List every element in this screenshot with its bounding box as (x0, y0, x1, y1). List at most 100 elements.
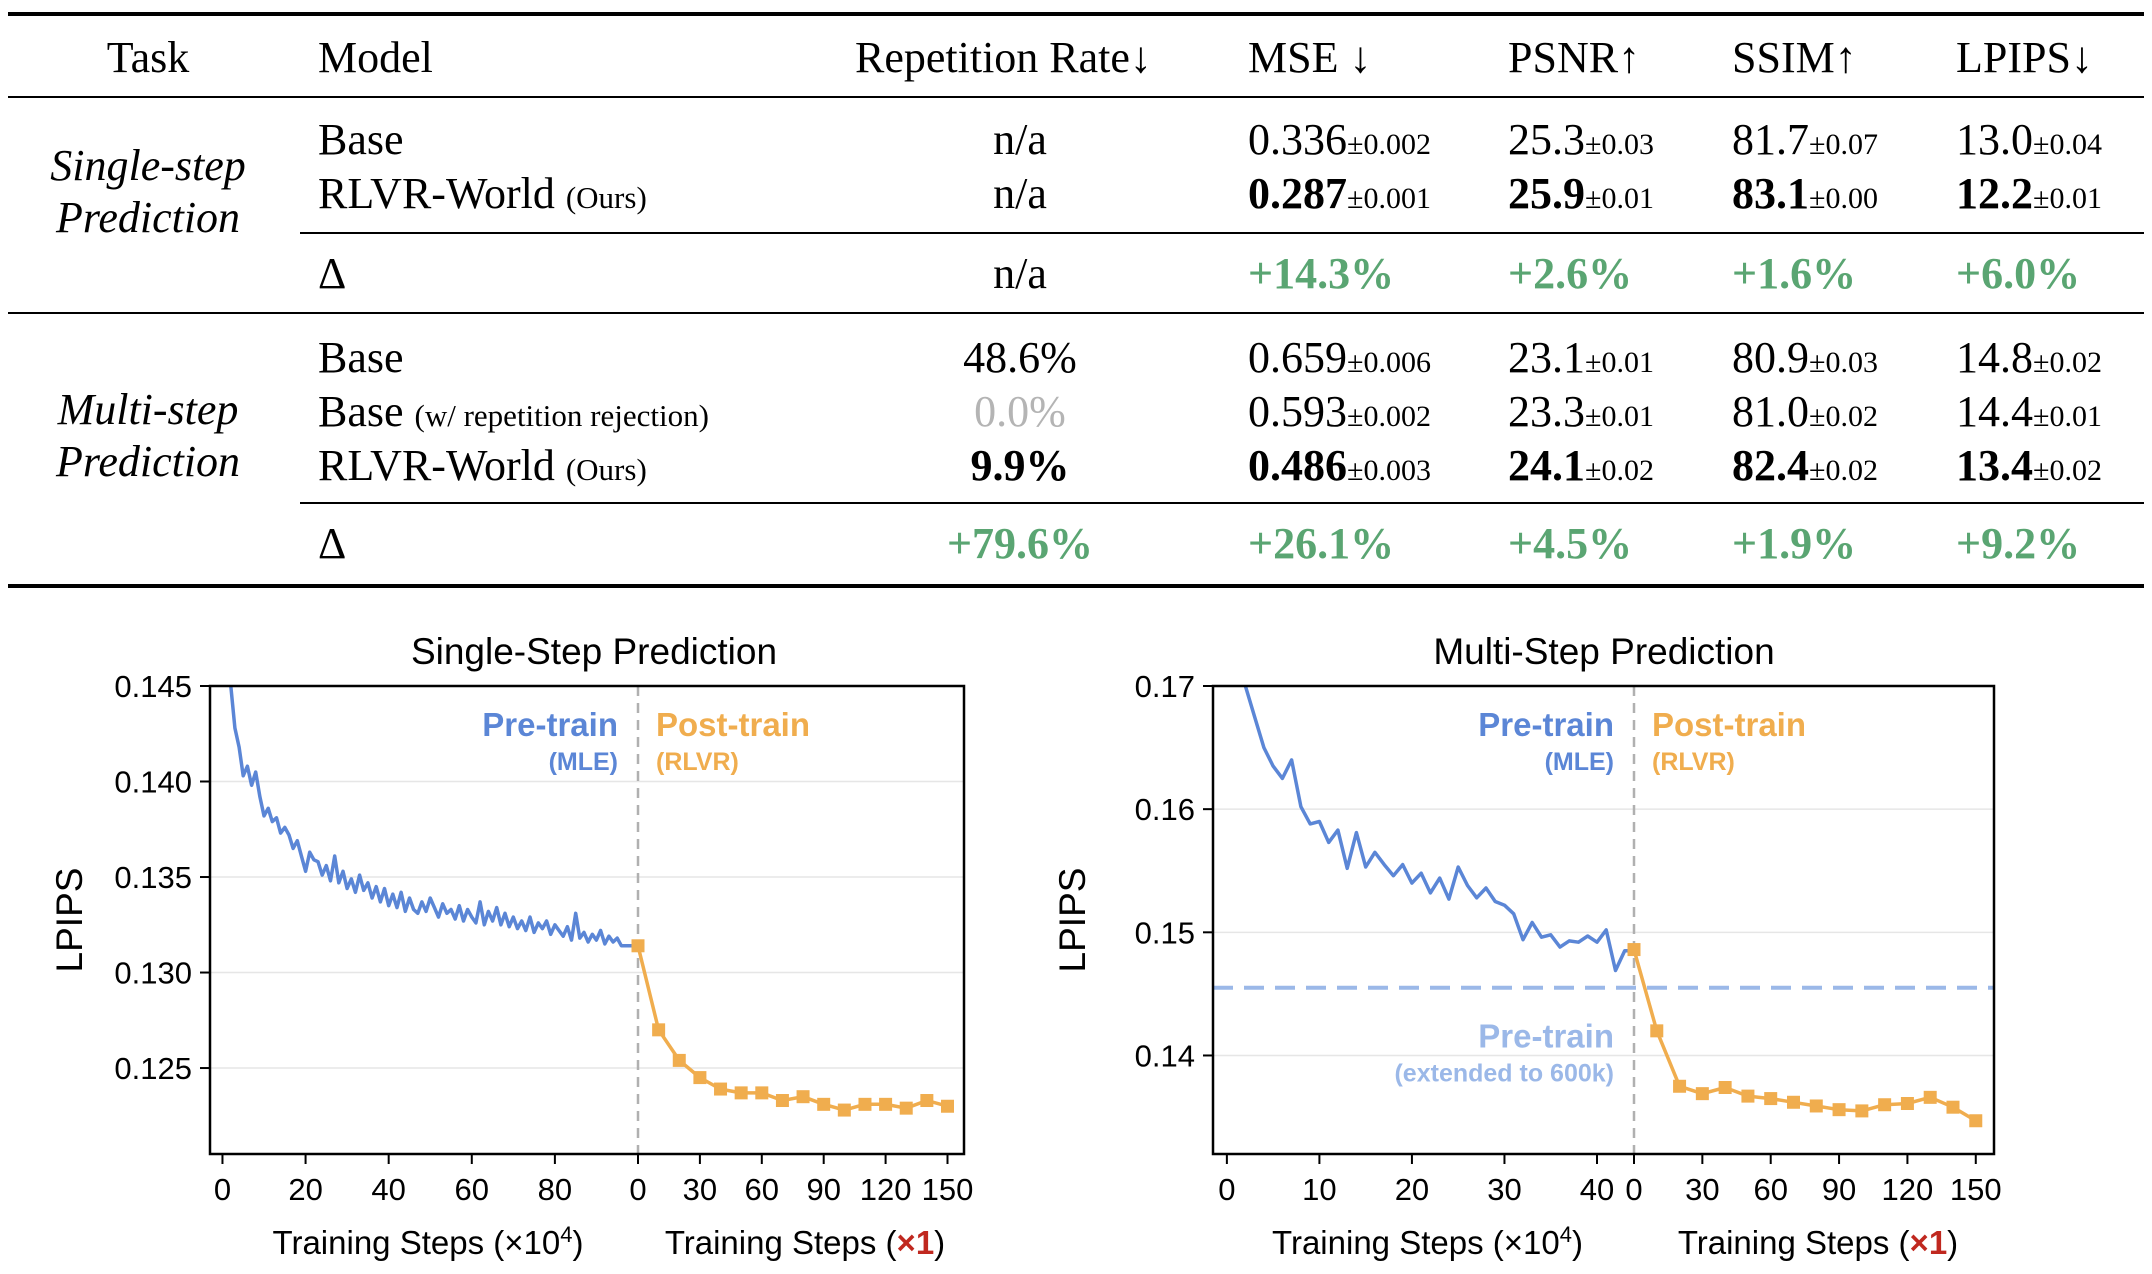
metric-std: ±0.03 (1809, 346, 1878, 379)
y-axis-label: LPIPS (49, 868, 90, 973)
y-tick-label: 0.130 (114, 956, 192, 991)
metric-cell: 82.4±0.02 (1732, 444, 1878, 488)
model-name: RLVR-World (Ours) (318, 444, 647, 488)
x-tick-label: 40 (1580, 1172, 1614, 1207)
posttrain-x-axis-label: Training Steps (×1) (1678, 1224, 1958, 1261)
delta-symbol: Δ (318, 249, 347, 298)
metric-cell: 24.1±0.02 (1508, 444, 1654, 488)
metric-value: 0.336 (1248, 115, 1347, 164)
x-tick-label: 10 (1302, 1172, 1336, 1207)
x-tick-label: 150 (1950, 1172, 2002, 1207)
posttrain-label: Post-train (656, 706, 810, 743)
task-label: Prediction (55, 437, 241, 486)
pretrain-sub: (MLE) (549, 748, 618, 776)
pretrain-label: Pre-train (482, 706, 618, 743)
x-label-text: Training Steps (×10 (1272, 1224, 1560, 1261)
posttrain-marker (631, 939, 645, 953)
x-tick-label: 90 (806, 1172, 840, 1207)
posttrain-marker (714, 1082, 728, 1096)
posttrain-marker (755, 1086, 769, 1100)
axes-frame (1211, 684, 1996, 1156)
x-label-end: ) (1947, 1224, 1958, 1261)
extended-pretrain-label: Pre-train (1478, 1018, 1614, 1055)
posttrain-marker (1764, 1092, 1778, 1106)
x-label-multiplier: ×1 (1910, 1224, 1948, 1261)
x-tick-label: 60 (745, 1172, 779, 1207)
metric-cell: 14.8±0.02 (1956, 336, 2102, 380)
model-name: RLVR-World (Ours) (318, 172, 647, 216)
extended-pretrain-sub: (extended to 600k) (1394, 1060, 1614, 1088)
repetition-rate: n/a (993, 115, 1047, 164)
metric-std: ±0.02 (1809, 454, 1878, 487)
delta-repetition: +79.6% (946, 519, 1094, 568)
posttrain-marker (940, 1099, 954, 1113)
metric-value: 13.0 (1956, 115, 2033, 164)
posttrain-marker (734, 1086, 748, 1100)
metric-cell: 25.9±0.01 (1508, 172, 1654, 216)
metric-cell: 0.336±0.002 (1248, 118, 1431, 162)
metric-value: 0.659 (1248, 333, 1347, 382)
x-tick-label: 0 (1625, 1172, 1642, 1207)
header-6: LPIPS↓ (1956, 33, 2093, 82)
posttrain-label: Post-train (1652, 706, 1806, 743)
x-tick-label: 120 (860, 1172, 912, 1207)
y-tick-label: 0.15 (1135, 915, 1195, 950)
axes-frame (208, 684, 966, 1156)
x-label-exponent: 4 (1560, 1222, 1572, 1247)
x-tick-label: 90 (1822, 1172, 1856, 1207)
metric-std: ±0.02 (1585, 454, 1654, 487)
x-tick-label: 60 (455, 1172, 489, 1207)
delta-repetition: n/a (993, 249, 1047, 298)
x-label-text: Training Steps ( (665, 1224, 897, 1261)
header-4: PSNR↑ (1508, 33, 1641, 82)
metric-cell: 0.287±0.001 (1248, 172, 1431, 216)
repetition-rate: 48.6% (963, 333, 1077, 382)
pretrain-series-line (229, 685, 638, 948)
metric-cell: 12.2±0.01 (1956, 172, 2102, 216)
posttrain-marker (1650, 1024, 1664, 1038)
x-label-text: Training Steps (×10 (273, 1224, 561, 1261)
metric-std: ±0.02 (2033, 346, 2102, 379)
posttrain-marker (1923, 1090, 1937, 1104)
x-label-multiplier: ×1 (897, 1224, 935, 1261)
table-rule (8, 12, 2144, 16)
metric-cell: 0.593±0.002 (1248, 390, 1431, 434)
delta-value: +6.0% (1956, 249, 2081, 298)
model-suffix: (Ours) (565, 452, 647, 487)
y-axis-label: LPIPS (1052, 868, 1093, 973)
header-3: MSE ↓ (1248, 33, 1372, 82)
pretrain-label: Pre-train (1478, 706, 1614, 743)
posttrain-marker (920, 1094, 934, 1108)
posttrain-marker (1809, 1099, 1823, 1113)
metric-std: ±0.01 (2033, 400, 2102, 433)
posttrain-marker (817, 1097, 831, 1111)
model-suffix: (w/ repetition rejection) (414, 398, 709, 433)
metric-value: 23.3 (1508, 387, 1585, 436)
x-tick-label: 120 (1882, 1172, 1934, 1207)
repetition-rate: 0.0% (974, 387, 1066, 436)
metric-value: 12.2 (1956, 169, 2033, 218)
posttrain-marker (693, 1071, 707, 1085)
repetition-rate: 9.9% (970, 441, 1070, 490)
table-rule (8, 96, 2144, 98)
table-rule (8, 312, 2144, 314)
x-tick-label: 60 (1753, 1172, 1787, 1207)
metric-cell: 81.0±0.02 (1732, 390, 1878, 434)
model-name: Base (318, 118, 404, 162)
x-tick-label: 0 (629, 1172, 646, 1207)
metric-value: 82.4 (1732, 441, 1809, 490)
x-tick-label: 0 (214, 1172, 231, 1207)
chart-title: Multi-Step Prediction (1433, 631, 1774, 672)
metric-cell: 0.486±0.003 (1248, 444, 1431, 488)
posttrain-marker (837, 1103, 851, 1117)
metric-std: ±0.02 (2033, 454, 2102, 487)
x-tick-label: 30 (1685, 1172, 1719, 1207)
metric-value: 81.0 (1732, 387, 1809, 436)
header-2: Repetition Rate↓ (855, 33, 1152, 82)
delta-value: +4.5% (1508, 519, 1633, 568)
y-tick-label: 0.125 (114, 1051, 192, 1086)
x-tick-label: 20 (288, 1172, 322, 1207)
posttrain-series-line (636, 945, 948, 1112)
metric-value: 0.593 (1248, 387, 1347, 436)
